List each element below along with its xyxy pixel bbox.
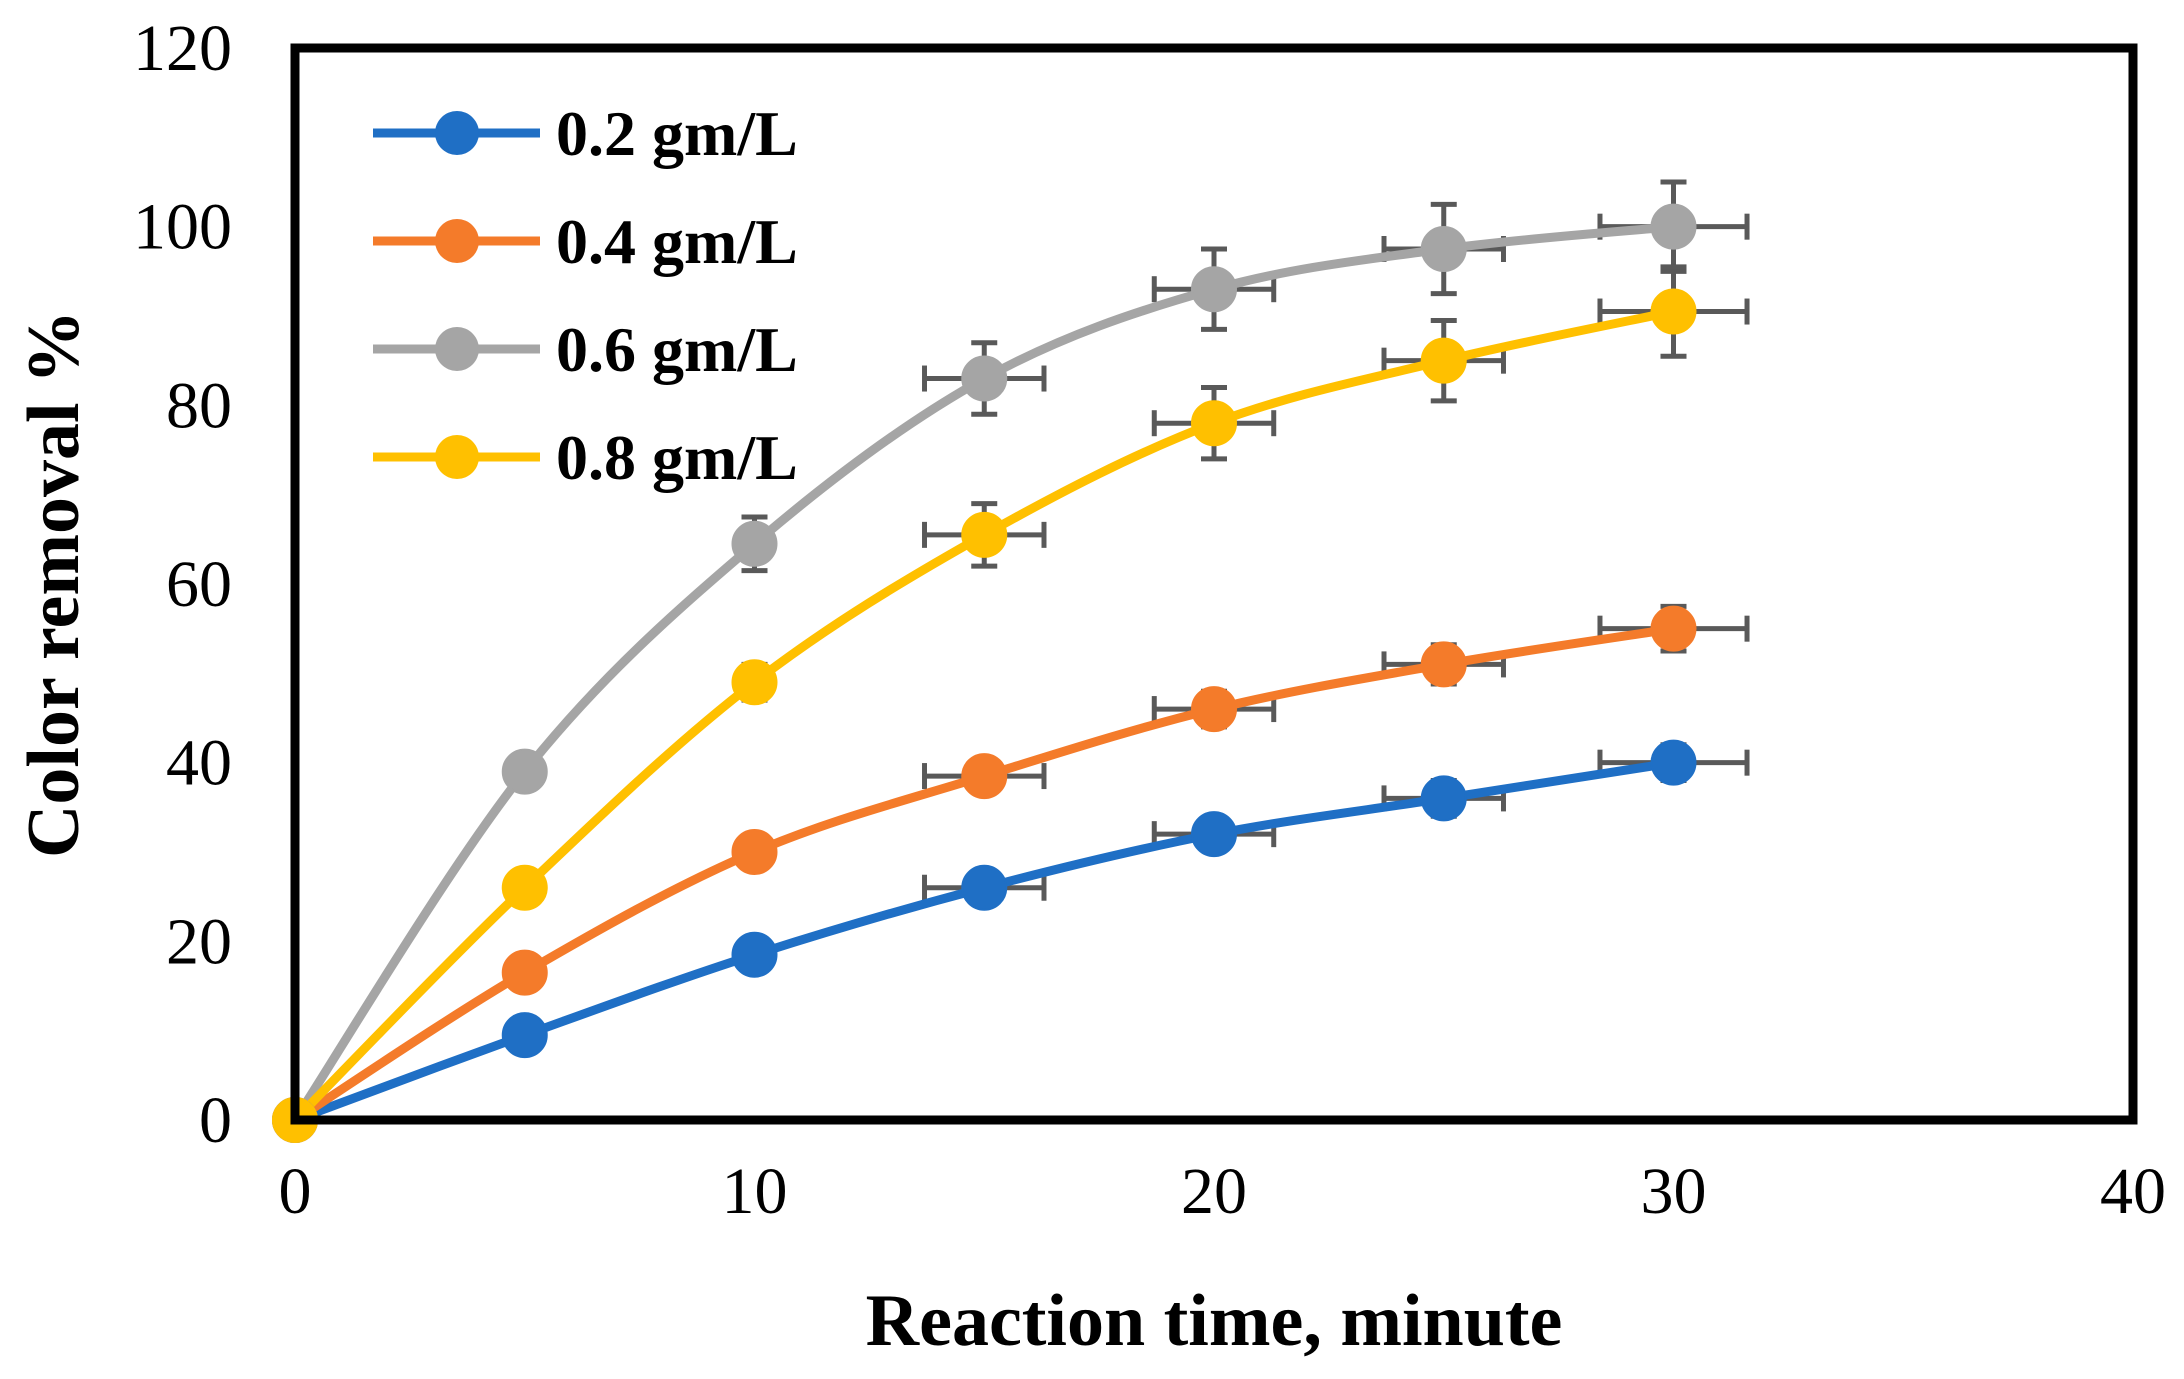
data-point [1650, 605, 1697, 652]
legend-label: 0.8 gm/L [556, 422, 798, 493]
data-point [731, 520, 778, 567]
x-axis-title: Reaction time, minute [866, 1280, 1563, 1362]
x-tick-label: 0 [279, 1155, 312, 1228]
legend-marker [435, 111, 479, 155]
data-point [1420, 775, 1467, 822]
data-point [1420, 641, 1467, 688]
x-tick-label: 30 [1641, 1155, 1707, 1228]
legend-entry: 0.6 gm/L [373, 314, 798, 385]
data-point [961, 753, 1008, 800]
y-tick-label: 20 [166, 905, 232, 978]
data-point [1650, 288, 1697, 335]
data-point [961, 511, 1008, 558]
data-point [1420, 337, 1467, 384]
x-tick-label: 20 [1181, 1155, 1247, 1228]
legend-label: 0.6 gm/L [556, 314, 798, 385]
legend-marker [435, 327, 479, 371]
data-point [731, 659, 778, 706]
data-point [731, 931, 778, 978]
y-tick-label: 100 [133, 191, 232, 264]
data-point [501, 864, 548, 911]
data-point [1191, 811, 1237, 858]
legend-label: 0.2 gm/L [556, 98, 798, 169]
legend: 0.2 gm/L 0.4 gm/L 0.6 gm/L 0.8 gm/L [373, 98, 798, 493]
y-tick-label: 120 [133, 12, 232, 85]
data-point [1650, 739, 1697, 786]
y-tick-label: 40 [166, 727, 232, 800]
data-point [961, 355, 1008, 402]
data-point [1191, 266, 1237, 313]
y-tick-label: 60 [166, 548, 232, 621]
x-tick-label: 40 [2100, 1155, 2166, 1228]
data-point [1191, 686, 1237, 733]
data-point [1191, 400, 1237, 447]
legend-label: 0.4 gm/L [556, 206, 798, 277]
legend-entry: 0.8 gm/L [373, 422, 798, 493]
x-tick-label: 10 [722, 1155, 788, 1228]
data-point [501, 1012, 548, 1059]
data-point [501, 949, 548, 996]
legend-marker [435, 219, 479, 263]
y-tick-label: 80 [166, 369, 232, 442]
data-point [1420, 226, 1467, 272]
legend-marker [435, 435, 479, 479]
plot-area-frame [290, 43, 2138, 1125]
series-markers [272, 203, 1697, 1143]
data-point [1650, 203, 1697, 250]
data-point [731, 829, 778, 875]
tick-labels: 0 10 20 30 40 0 20 40 60 80 100 120 [133, 12, 2166, 1228]
data-point [961, 864, 1008, 911]
y-axis-title: Color removal % [13, 310, 95, 858]
legend-entry: 0.2 gm/L [373, 98, 798, 169]
legend-entry: 0.4 gm/L [373, 206, 798, 277]
y-tick-label: 0 [199, 1084, 232, 1157]
data-point [501, 748, 548, 795]
